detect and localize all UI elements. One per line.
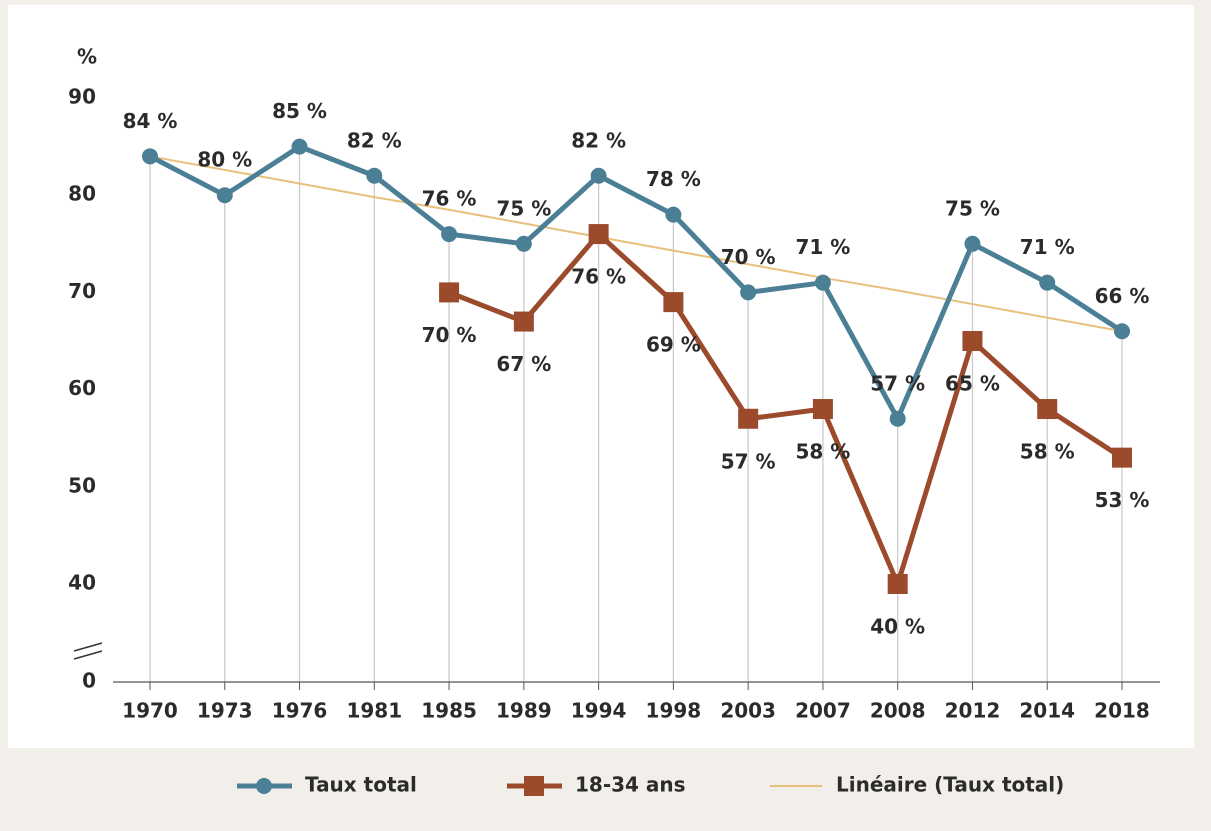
point xyxy=(588,224,609,245)
legend-label: 18-34 ans xyxy=(575,773,686,797)
point xyxy=(515,235,532,252)
point xyxy=(441,226,458,243)
data-label: 70 % xyxy=(721,245,776,269)
data-label: 65 % xyxy=(945,372,1000,396)
y-unit: % xyxy=(77,45,97,69)
data-label: 82 % xyxy=(347,128,402,152)
data-label: 76 % xyxy=(422,187,477,211)
x-tick-label: 2008 xyxy=(870,699,926,723)
point xyxy=(812,399,833,420)
plot-panel xyxy=(8,5,1194,748)
point xyxy=(1039,274,1056,291)
x-tick-label: 1976 xyxy=(272,699,328,723)
y-tick-label: 90 xyxy=(68,85,96,109)
x-tick-label: 1985 xyxy=(421,699,477,723)
x-tick-label: 2018 xyxy=(1094,699,1150,723)
data-label: 58 % xyxy=(796,440,851,464)
point xyxy=(513,311,534,332)
series-line xyxy=(448,231,1124,587)
legend-marker xyxy=(524,776,544,796)
data-label: 84 % xyxy=(123,109,178,133)
x-tick-label: 2012 xyxy=(945,699,1001,723)
data-label: 58 % xyxy=(1020,440,1075,464)
point xyxy=(216,187,233,204)
data-label: 70 % xyxy=(422,323,477,347)
y-tick-label: 40 xyxy=(68,571,96,595)
data-label: 82 % xyxy=(571,128,626,152)
x-tick-label: 1989 xyxy=(496,699,552,723)
point xyxy=(142,148,158,165)
data-label: 80 % xyxy=(197,148,252,172)
axis-break xyxy=(73,642,103,652)
x-tick-label: 2007 xyxy=(795,699,851,723)
x-tick-label: 2014 xyxy=(1019,699,1075,723)
point xyxy=(366,167,383,184)
data-label: 78 % xyxy=(646,167,701,191)
data-label: 75 % xyxy=(496,196,551,220)
series-line xyxy=(149,155,1123,333)
data-label: 66 % xyxy=(1095,284,1150,308)
data-label: 85 % xyxy=(272,99,327,123)
y-tick-label: 60 xyxy=(68,376,96,400)
point xyxy=(439,282,460,303)
data-label: 75 % xyxy=(945,196,1000,220)
data-label: 71 % xyxy=(1020,235,1075,259)
data-label: 71 % xyxy=(796,235,851,259)
y-tick-label: 70 xyxy=(68,279,96,303)
point xyxy=(1114,323,1130,340)
x-tick-label: 1970 xyxy=(122,699,178,723)
point xyxy=(1037,399,1058,420)
data-label: 40 % xyxy=(870,615,925,639)
point xyxy=(665,206,682,223)
legend-label: Taux total xyxy=(305,773,417,797)
data-label: 57 % xyxy=(721,449,776,473)
x-tick-label: 1981 xyxy=(346,699,402,723)
x-tick-label: 1994 xyxy=(571,699,627,723)
y-tick-label: 80 xyxy=(68,182,96,206)
point xyxy=(887,574,908,594)
data-label: 67 % xyxy=(496,352,551,376)
x-tick-label: 1973 xyxy=(197,699,253,723)
point xyxy=(814,274,831,291)
point xyxy=(590,167,607,184)
point xyxy=(291,138,308,155)
point xyxy=(889,410,906,427)
point xyxy=(740,284,757,301)
point xyxy=(663,292,684,313)
point xyxy=(1112,447,1132,468)
point xyxy=(738,408,759,429)
data-label: 53 % xyxy=(1095,488,1150,512)
data-label: 76 % xyxy=(571,265,626,289)
x-tick-label: 2003 xyxy=(720,699,776,723)
data-label: 69 % xyxy=(646,333,701,357)
x-tick-label: 1998 xyxy=(646,699,702,723)
series-line xyxy=(148,144,1124,422)
y-tick-label: 50 xyxy=(68,473,96,497)
legend-label: Linéaire (Taux total) xyxy=(836,773,1064,797)
y-tick-label: 0 xyxy=(82,669,96,693)
axis-break xyxy=(73,650,103,660)
point xyxy=(962,331,983,351)
legend-marker xyxy=(256,778,272,794)
data-label: 57 % xyxy=(870,371,925,395)
point xyxy=(964,235,981,252)
